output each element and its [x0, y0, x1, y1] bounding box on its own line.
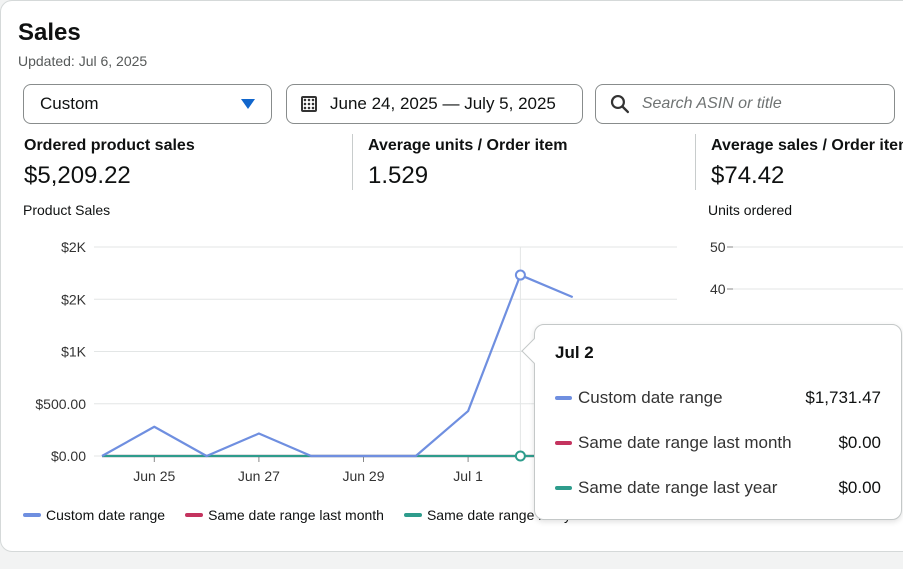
metric-label: Average sales / Order item — [711, 137, 903, 154]
chart-title-product-sales: Product Sales — [23, 202, 111, 218]
tooltip-row-last-year: Same date range last year $0.00 — [555, 465, 881, 510]
metric-label: Average units / Order item — [368, 137, 568, 154]
y-tick-label: 40 — [710, 281, 726, 297]
x-tick-label: Jun 25 — [133, 468, 175, 484]
search-icon — [610, 94, 630, 114]
tooltip-row-label: Custom date range — [578, 387, 723, 407]
tooltip-row-value: $0.00 — [838, 432, 881, 452]
metric-value: $74.42 — [711, 162, 785, 189]
tooltip-row-last-month: Same date range last month $0.00 — [555, 420, 881, 465]
tooltip-swatch — [555, 440, 572, 445]
tooltip-row-custom: Custom date range $1,731.47 — [555, 375, 881, 420]
y-tick-label: $0.00 — [51, 448, 86, 464]
caret-down-icon — [241, 99, 255, 109]
metric-avg-units: Average units / Order item 1.529 — [368, 134, 567, 190]
legend-item-last-month[interactable]: Same date range last month — [185, 507, 384, 523]
tooltip-swatch — [555, 395, 572, 400]
range-select[interactable]: Custom — [23, 84, 272, 124]
metric-avg-sales: Average sales / Order item $74.42 — [711, 134, 903, 190]
legend-swatch — [185, 513, 204, 517]
date-range-value: June 24, 2025 — July 5, 2025 — [330, 94, 556, 113]
product-sales-chart: $0.00 $500.00 $1K $2K $2K Jun 25 Jun 27 Jun 29 J… — [35, 239, 677, 484]
calendar-icon — [301, 96, 317, 112]
x-tick-label: Jul 1 — [453, 468, 483, 484]
legend-item-custom[interactable]: Custom date range — [23, 507, 165, 523]
page-title: Sales — [18, 19, 81, 46]
tooltip-row-value: $0.00 — [838, 477, 881, 497]
legend-label: Same date range last month — [208, 507, 384, 523]
y-tick-label: $2K — [61, 239, 87, 255]
y-tick-label: $2K — [61, 291, 87, 307]
updated-timestamp: Updated: Jul 6, 2025 — [18, 53, 148, 69]
y-tick-label: $1K — [61, 344, 87, 360]
hover-point — [514, 450, 526, 462]
metric-value: 1.529 — [368, 162, 429, 189]
tooltip-swatch — [555, 485, 572, 490]
metric-label: Ordered product sales — [24, 137, 195, 154]
search-box[interactable] — [595, 84, 895, 124]
range-select-value: Custom — [40, 94, 99, 113]
x-tick-label: Jun 27 — [238, 468, 280, 484]
legend-label: Custom date range — [46, 507, 166, 523]
tooltip-date: Jul 2 — [555, 343, 594, 362]
hover-point — [514, 269, 526, 281]
date-range-picker[interactable]: June 24, 2025 — July 5, 2025 — [286, 84, 583, 124]
legend-swatch — [23, 513, 41, 517]
metric-divider — [695, 134, 696, 190]
units-ordered-chart: 40 50 — [710, 239, 903, 297]
y-tick-label: $500.00 — [35, 396, 86, 412]
series-line — [101, 273, 574, 458]
sales-card: Sales Updated: Jul 6, 2025 Custom June 2… — [0, 0, 903, 552]
y-tick-label: 50 — [710, 239, 726, 255]
metric-ordered-sales: Ordered product sales $5,209.22 — [24, 134, 195, 190]
metric-divider — [352, 134, 353, 190]
chart-tooltip: Jul 2 Custom date range $1,731.47 Same d… — [521, 324, 902, 520]
search-input[interactable] — [641, 95, 880, 113]
chart-legend: Custom date range Same date range last m… — [23, 507, 611, 523]
x-tick-label: Jun 29 — [342, 468, 384, 484]
metric-value: $5,209.22 — [24, 162, 131, 189]
legend-swatch — [403, 513, 422, 517]
tooltip-row-label: Same date range last month — [578, 432, 792, 452]
tooltip-row-value: $1,731.47 — [805, 387, 881, 407]
chart-title-units-ordered: Units ordered — [708, 202, 793, 218]
tooltip-row-label: Same date range last year — [578, 477, 778, 497]
